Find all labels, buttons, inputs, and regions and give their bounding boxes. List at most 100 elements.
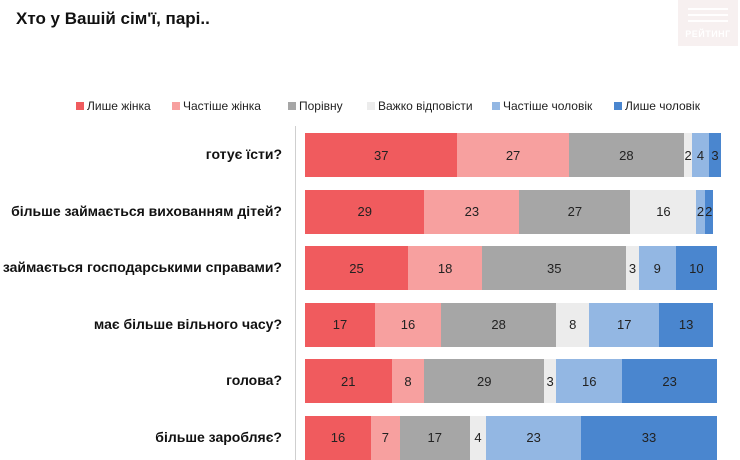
legend-swatch bbox=[172, 102, 180, 110]
legend-swatch bbox=[367, 102, 375, 110]
bar-segment: 29 bbox=[424, 359, 544, 403]
bar-segment: 7 bbox=[370, 415, 400, 460]
chart-axis bbox=[295, 126, 296, 460]
category-label: голова? bbox=[226, 372, 282, 388]
bar-segment: 13 bbox=[659, 302, 713, 347]
bar-segment: 2 bbox=[684, 133, 693, 177]
bar-segment: 17 bbox=[305, 302, 376, 347]
data-label: 28 bbox=[619, 147, 634, 163]
bar-segment: 2 bbox=[704, 189, 713, 234]
data-label: 18 bbox=[437, 260, 453, 276]
legend-label: Лише жінка bbox=[87, 99, 151, 113]
data-label: 17 bbox=[332, 317, 348, 332]
legend-label: Важко відповісти bbox=[378, 99, 473, 113]
data-label: 33 bbox=[641, 430, 657, 445]
bar-segment: 21 bbox=[305, 359, 392, 403]
data-label: 9 bbox=[653, 260, 661, 276]
category-label: більше займається вихованням дітей? bbox=[11, 202, 282, 219]
data-label: 16 bbox=[400, 317, 416, 332]
legend-item: Частіше чоловік bbox=[492, 99, 592, 113]
data-label: 8 bbox=[569, 317, 577, 332]
bar-segment: 10 bbox=[675, 246, 717, 290]
data-label: 23 bbox=[526, 430, 541, 445]
data-label: 3 bbox=[711, 147, 719, 163]
bar-segment: 16 bbox=[556, 359, 623, 403]
chart-legend: Лише жінка Частіше жінка Порівну Важко відп… bbox=[0, 99, 740, 115]
legend-swatch bbox=[288, 102, 296, 110]
data-label: 29 bbox=[476, 373, 492, 389]
bar-segment: 25 bbox=[305, 246, 408, 290]
logo-stripe bbox=[688, 8, 728, 10]
bar-segment: 37 bbox=[305, 133, 458, 177]
legend-label: Частіше чоловік bbox=[503, 99, 593, 113]
bar-segment: 27 bbox=[519, 189, 631, 234]
bar-segment: 27 bbox=[457, 133, 569, 177]
legend-label: Порівну bbox=[299, 99, 343, 113]
legend-swatch bbox=[492, 102, 500, 110]
bar-segment: 3 bbox=[708, 133, 722, 177]
bar-segment: 18 bbox=[408, 246, 483, 290]
legend-item: Лише жінка bbox=[76, 99, 151, 113]
page-title: Хто у Вашій сім'ї, парі.. bbox=[16, 9, 210, 28]
category-label: має більше вільного часу? bbox=[93, 315, 282, 332]
legend-item: Порівну bbox=[288, 99, 343, 113]
logo-stripe bbox=[688, 20, 728, 22]
data-label: 16 bbox=[330, 430, 346, 445]
bar-segment: 9 bbox=[638, 246, 676, 290]
legend-swatch bbox=[614, 102, 622, 110]
data-label: 28 bbox=[491, 317, 506, 332]
bar-segment: 3 bbox=[626, 246, 639, 290]
bar-segment: 28 bbox=[440, 302, 557, 347]
bar-segment: 23 bbox=[486, 415, 582, 460]
legend-item: Частіше жінка bbox=[172, 99, 261, 113]
rating-logo: РЕЙТИНГ bbox=[678, 0, 738, 46]
bar-segment: 28 bbox=[568, 133, 685, 177]
legend-label: Лише чоловік bbox=[625, 99, 700, 113]
data-label: 35 bbox=[547, 260, 562, 276]
bar-segment: 3 bbox=[543, 359, 557, 403]
data-label: 21 bbox=[341, 373, 356, 389]
bar-segment: 35 bbox=[482, 246, 627, 290]
bar-segment: 8 bbox=[391, 359, 425, 403]
logo-stripe bbox=[688, 14, 728, 16]
logo-text: РЕЙТИНГ bbox=[685, 29, 731, 39]
bar-segment: 2 bbox=[696, 189, 705, 234]
bar-segment: 23 bbox=[424, 189, 520, 234]
data-label: 17 bbox=[427, 430, 442, 445]
data-label: 3 bbox=[628, 260, 637, 276]
data-label: 2 bbox=[684, 147, 692, 163]
bar-segment: 23 bbox=[622, 359, 717, 403]
bar-segment: 16 bbox=[375, 302, 441, 347]
data-label: 17 bbox=[617, 317, 632, 332]
legend-label: Частіше жінка bbox=[183, 99, 261, 113]
legend-swatch bbox=[76, 102, 84, 110]
bar-segment: 8 bbox=[556, 302, 590, 347]
data-label: 13 bbox=[678, 317, 694, 332]
category-label: більше заробляє? bbox=[155, 428, 282, 445]
data-label: 4 bbox=[474, 430, 482, 445]
data-label: 4 bbox=[696, 147, 705, 163]
category-label: готує їсти? bbox=[205, 146, 282, 162]
bar-segment: 4 bbox=[469, 415, 487, 460]
data-label: 16 bbox=[582, 373, 597, 389]
data-label: 23 bbox=[464, 204, 480, 219]
data-label: 10 bbox=[689, 260, 704, 276]
bar-segment: 16 bbox=[630, 189, 697, 234]
category-label: займається господарськими справами? bbox=[2, 259, 282, 275]
data-label: 23 bbox=[662, 373, 677, 389]
bar-segment: 4 bbox=[692, 133, 709, 177]
legend-item: Важко відповісти bbox=[367, 99, 473, 113]
data-label: 2 bbox=[696, 204, 705, 219]
data-label: 25 bbox=[349, 260, 364, 276]
data-label: 7 bbox=[381, 430, 389, 445]
legend-item: Лише чоловік bbox=[614, 99, 700, 113]
data-label: 2 bbox=[705, 204, 713, 219]
bar-segment: 17 bbox=[399, 415, 470, 460]
data-label: 29 bbox=[357, 204, 372, 219]
data-label: 16 bbox=[656, 204, 671, 219]
bar-segment: 17 bbox=[589, 302, 660, 347]
data-label: 37 bbox=[373, 147, 389, 163]
data-label: 3 bbox=[546, 373, 554, 389]
bar-segment: 16 bbox=[305, 415, 371, 460]
bar-segment: 29 bbox=[305, 189, 425, 234]
